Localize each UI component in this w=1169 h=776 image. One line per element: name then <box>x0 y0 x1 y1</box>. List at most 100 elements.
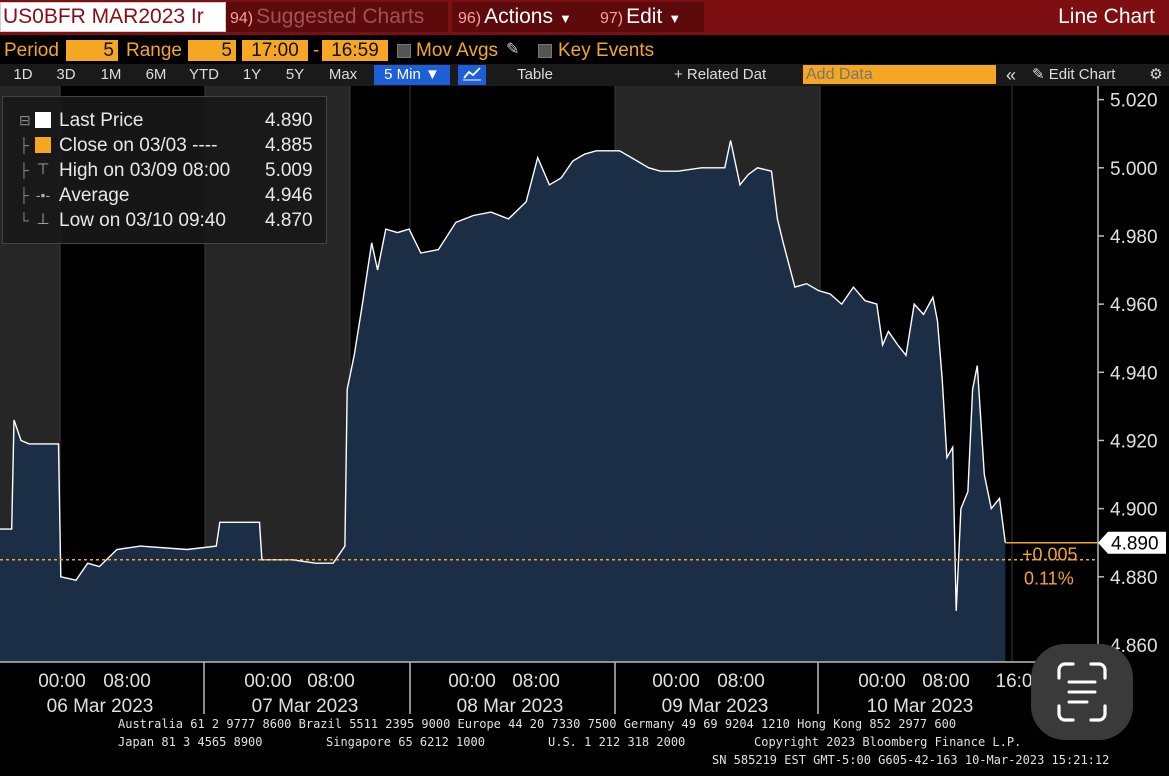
footer-contact-singapore: Singapore 65 6212 1000 <box>326 735 485 749</box>
footer-copyright: Copyright 2023 Bloomberg Finance L.P. <box>754 735 1022 749</box>
settings-row: Period 5 Range 5 17:00 - 16:59 Mov Avgs … <box>0 38 1169 64</box>
y-tick-label: 5.020 <box>1110 91 1158 112</box>
collapse-icon[interactable]: « <box>1005 65 1016 85</box>
y-axis: 5.020 5.000 4.980 4.960 4.940 4.920 4.900 4.880… <box>1097 86 1158 662</box>
change-label: +0.005 <box>1022 545 1078 565</box>
x-tick-label: 16:0 <box>996 671 1033 692</box>
range-button-1d[interactable]: 1D <box>13 66 33 83</box>
time-range-dash: - <box>313 40 320 61</box>
edit-chart-button[interactable]: ✎ Edit Chart <box>1032 65 1144 85</box>
pencil-icon: ✎ <box>1032 66 1045 83</box>
chart-type-title: Line Chart <box>1058 5 1155 28</box>
range-input[interactable]: 5 <box>188 40 236 61</box>
y-tick-label: 5.000 <box>1110 159 1158 180</box>
start-time-input[interactable]: 17:00 <box>242 40 308 61</box>
edit-label: Edit <box>626 5 663 28</box>
footer-session-info: SN 585219 EST GMT-5:00 G605-42-163 10-Ma… <box>712 753 1110 767</box>
edit-number: 97) <box>600 10 624 27</box>
x-tick-label: 00:00 <box>448 671 496 692</box>
tree-branch-icon: ├ <box>19 137 29 153</box>
range-button-max[interactable]: Max <box>328 66 358 83</box>
add-data-input[interactable] <box>803 65 996 84</box>
legend-name: Last Price <box>59 110 144 131</box>
range-label: Range <box>126 40 182 61</box>
y-tick-label: 4.880 <box>1110 568 1158 589</box>
line-chart-icon[interactable] <box>458 65 486 85</box>
legend-row-last-price[interactable]: ⊟ Last Price 4.890 <box>3 108 326 133</box>
actions-number: 96) <box>458 10 482 27</box>
ticker-input[interactable]: US0BFR MAR2023 Ir <box>0 2 226 32</box>
x-tick-label: 08:00 <box>307 671 355 692</box>
x-tick-label: 00:00 <box>38 671 86 692</box>
scan-text-icon <box>1057 662 1107 722</box>
legend-name: Average <box>59 185 130 206</box>
y-tick-label: 4.920 <box>1110 431 1158 452</box>
legend-swatch-close <box>35 137 51 153</box>
price-line <box>0 140 1006 611</box>
footer-contact-japan: Japan 81 3 4565 8900 <box>118 735 263 749</box>
chevron-down-icon: ▼ <box>425 66 440 83</box>
range-button-1m[interactable]: 1M <box>100 66 122 83</box>
legend-swatch-last-price <box>35 112 51 128</box>
interval-dropdown[interactable]: 5 Min ▼ <box>374 65 450 85</box>
legend-row-low[interactable]: └ ⊥ Low on 03/10 09:40 4.870 <box>3 208 326 233</box>
range-button-5y[interactable]: 5Y <box>285 66 305 83</box>
x-tick-label: 08:00 <box>922 671 970 692</box>
legend-value: 4.870 <box>265 210 313 231</box>
legend-value: 5.009 <box>265 160 313 181</box>
suggested-charts-button[interactable]: 94) Suggested Charts <box>226 2 448 32</box>
footer-contact-us: U.S. 1 212 318 2000 <box>548 735 686 749</box>
y-tick-label: 4.980 <box>1110 227 1158 248</box>
legend-value: 4.890 <box>265 110 313 131</box>
legend-row-high[interactable]: ├ ⊤ High on 03/09 08:00 5.009 <box>3 158 326 183</box>
tree-branch-icon: ├ <box>19 162 29 178</box>
high-marker-icon: ⊤ <box>36 161 50 178</box>
gear-icon[interactable]: ⚙ <box>1149 66 1163 83</box>
footer: Australia 61 2 9777 8600 Brazil 5511 239… <box>0 714 1169 776</box>
mov-avgs-label: Mov Avgs <box>416 40 499 61</box>
x-day-label: 10 Mar 2023 <box>867 696 974 714</box>
scan-text-button[interactable] <box>1031 644 1133 740</box>
range-button-ytd[interactable]: YTD <box>189 66 219 83</box>
last-price-tag-label: 4.890 <box>1111 534 1159 555</box>
legend-name: High on 03/09 08:00 <box>59 160 231 181</box>
legend-row-close[interactable]: ├ Close on 03/03 ---- 4.885 <box>3 133 326 158</box>
chevron-down-icon: ▼ <box>559 11 572 26</box>
x-day-label: 06 Mar 2023 <box>47 696 154 714</box>
end-time-input[interactable]: 16:59 <box>322 40 388 61</box>
legend-name: Close on 03/03 ---- <box>59 135 218 156</box>
last-price-tag <box>1098 531 1166 554</box>
y-tick-label: 4.940 <box>1110 363 1158 384</box>
table-button[interactable]: Table <box>517 66 553 83</box>
legend-value: 4.885 <box>265 135 313 156</box>
range-button-3d[interactable]: 3D <box>56 66 76 83</box>
footer-contacts-line-1: Australia 61 2 9777 8600 Brazil 5511 239… <box>118 717 957 731</box>
interval-label: 5 Min <box>384 66 421 83</box>
suggested-charts-label: Suggested Charts <box>256 5 425 28</box>
x-tick-label: 00:00 <box>244 671 292 692</box>
actions-label: Actions <box>484 5 553 28</box>
change-percent-label: 0.11% <box>1024 569 1074 589</box>
x-tick-label: 00:00 <box>858 671 906 692</box>
title-bar: US0BFR MAR2023 Ir 94) Suggested Charts 96… <box>0 0 1169 35</box>
range-button-6m[interactable]: 6M <box>145 66 167 83</box>
edit-chart-label: Edit Chart <box>1048 66 1116 83</box>
y-tick-label: 4.900 <box>1110 500 1158 521</box>
pencil-icon[interactable]: ✎ <box>506 41 520 58</box>
key-events-label: Key Events <box>558 40 655 61</box>
period-input[interactable]: 5 <box>66 40 118 61</box>
y-tick-label: 4.860 <box>1110 636 1158 657</box>
suggested-charts-number: 94) <box>230 10 254 27</box>
legend-row-average[interactable]: ├ -•- Average 4.946 <box>3 183 326 208</box>
related-data-button[interactable]: + Related Dat <box>674 66 767 83</box>
toolbar: 1D 3D 1M 6M YTD 1Y 5Y Max 5 Min ▼ Table … <box>0 64 1169 86</box>
legend-value: 4.946 <box>265 185 313 206</box>
average-marker-icon: -•- <box>35 187 51 203</box>
actions-menu[interactable]: 96) Actions ▼ <box>452 2 596 32</box>
range-button-1y[interactable]: 1Y <box>242 66 262 83</box>
edit-menu[interactable]: 97) Edit ▼ <box>594 2 704 32</box>
mov-avgs-checkbox[interactable] <box>397 44 411 58</box>
period-label: Period <box>4 40 59 61</box>
key-events-checkbox[interactable] <box>538 44 552 58</box>
collapse-box-icon[interactable]: ⊟ <box>19 112 31 128</box>
